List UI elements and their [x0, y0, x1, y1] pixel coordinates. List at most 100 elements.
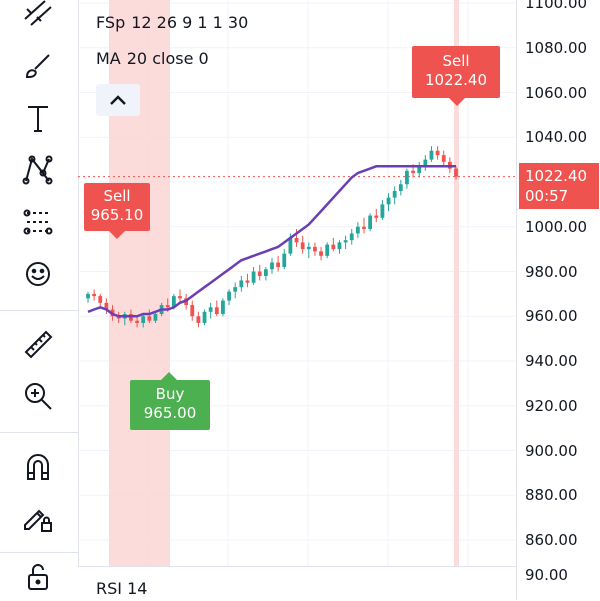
candle-body [337, 242, 342, 250]
moving-average-line [87, 165, 456, 318]
price-tick-label: 940.00 [525, 352, 578, 370]
signal-price: 965.10 [90, 206, 144, 224]
candle-body [294, 237, 299, 243]
price-tick-label: 900.00 [525, 441, 578, 460]
candle-body [441, 155, 446, 162]
candle-body [405, 170, 409, 185]
candle-body [423, 159, 428, 167]
sell-signal-pointer [448, 97, 466, 106]
toolbar-separator [0, 310, 78, 311]
candle-body [208, 307, 213, 312]
price-tick-label: 980.00 [525, 262, 578, 281]
signal-price: 965.00 [143, 404, 197, 422]
candle-body [251, 271, 256, 283]
prediction-icon[interactable] [14, 202, 62, 242]
candle-body [331, 244, 336, 250]
candle-body [98, 296, 103, 303]
signal-price: 1022.40 [424, 71, 488, 89]
price-tick-label: 1040.00 [525, 128, 588, 147]
pattern-icon[interactable] [14, 150, 62, 190]
candle-body [171, 296, 176, 308]
price-tick-label: 860.00 [525, 531, 578, 549]
candle-body [319, 251, 323, 256]
toolbar-separator [0, 432, 78, 433]
candle-body [392, 190, 397, 198]
indicator-params: 20 close 0 [126, 49, 209, 68]
signal-type: Buy [155, 385, 185, 403]
candle-body [153, 314, 158, 321]
candle-body [343, 240, 348, 243]
trend-lines-icon[interactable] [14, 0, 62, 34]
magnet-icon[interactable] [14, 446, 62, 486]
candle-body [196, 316, 201, 323]
candle-body [221, 300, 225, 315]
sell-signal-label: Sell 965.10 [84, 183, 150, 231]
indicator-name: FSp [96, 13, 126, 32]
candle-body [245, 280, 250, 283]
candle-body [325, 244, 330, 256]
candle-body [92, 293, 97, 297]
candle-body [190, 305, 195, 317]
candle-body [349, 233, 354, 241]
candle-body [104, 302, 109, 310]
rsi-name: RSI [96, 579, 122, 598]
indicator-name: MA [96, 49, 121, 68]
candle-body [380, 204, 385, 218]
candle-body [398, 184, 403, 191]
price-tick-label: 1060.00 [525, 83, 588, 102]
rsi-tick-label: 90.00 [525, 566, 568, 584]
candle-body [282, 253, 287, 268]
price-tick-label: 1080.00 [525, 38, 588, 57]
signal-type: Sell [442, 52, 470, 70]
candle-body [239, 280, 244, 288]
price-tick-label: 880.00 [525, 486, 578, 505]
current-price-tag: 1022.40 00:57 [519, 163, 599, 209]
candle-body [368, 215, 373, 229]
candle-body [276, 262, 281, 268]
price-axis[interactable]: 1100.001080.001060.001040.001020.001000.… [516, 0, 600, 600]
candle-body [147, 316, 152, 321]
candle-body [178, 296, 182, 299]
candle-body [288, 237, 293, 254]
candle-body [202, 311, 207, 323]
rsi-pane[interactable]: RSI 14 [78, 566, 516, 601]
lock-icon[interactable] [14, 556, 62, 596]
collapse-legend-button[interactable] [96, 84, 140, 116]
indicator-legend: FSp 12 26 9 1 1 30 MA 20 close 0 [96, 12, 248, 84]
candle-body [429, 150, 434, 160]
legend-row-fsp[interactable]: FSp 12 26 9 1 1 30 [96, 12, 248, 48]
candle-body [313, 246, 317, 252]
current-price: 1022.40 [525, 167, 588, 185]
sell-signal-pointer [108, 230, 126, 239]
candle-body [270, 262, 274, 270]
candle-body [141, 316, 146, 323]
ruler-icon[interactable] [14, 324, 62, 364]
zoom-in-icon[interactable] [14, 376, 62, 416]
legend-row-ma[interactable]: MA 20 close 0 [96, 48, 248, 84]
lock-drawing-icon[interactable] [14, 498, 62, 538]
candle-body [263, 269, 268, 276]
candle-body [355, 226, 360, 234]
candle-body [257, 271, 262, 276]
candle-body [300, 242, 305, 250]
toolbar-separator [0, 552, 78, 553]
buy-signal-pointer [160, 372, 178, 381]
price-tick-label: 1000.00 [525, 217, 588, 236]
rsi-legend: RSI 14 [96, 579, 147, 598]
price-tick-label: 920.00 [525, 396, 578, 415]
rsi-period: 14 [127, 579, 148, 598]
candle-body [362, 226, 366, 229]
text-icon[interactable] [14, 98, 62, 138]
exit-marker-line [454, 0, 459, 566]
candle-body [374, 215, 379, 218]
candle-body [435, 150, 440, 156]
indicator-params: 12 26 9 1 1 30 [131, 13, 249, 32]
candle-body [165, 305, 170, 308]
candle-body [417, 166, 422, 174]
candle-body [227, 291, 231, 301]
brush-icon[interactable] [14, 46, 62, 86]
candle-body [386, 197, 391, 205]
sell-signal-label: Sell 1022.40 [412, 46, 500, 98]
candle-body [86, 293, 90, 299]
emoji-icon[interactable] [14, 254, 62, 294]
